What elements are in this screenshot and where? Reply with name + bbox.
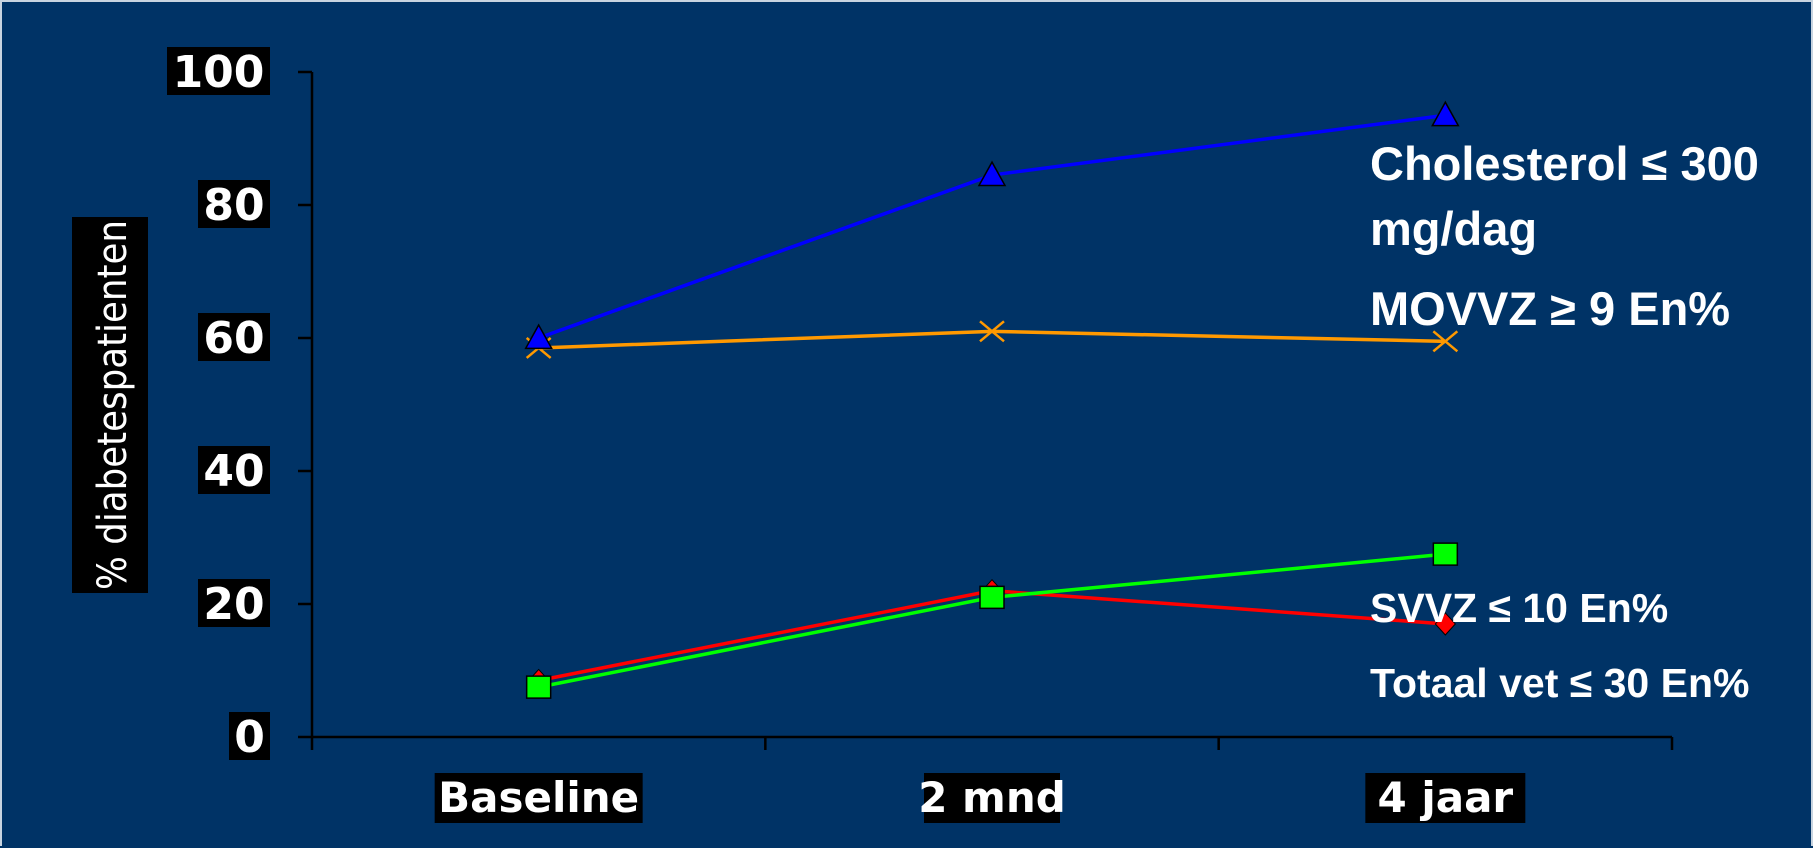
data-point-marker <box>977 160 1007 187</box>
series-line-group <box>524 100 1460 350</box>
x-tick-label-box <box>434 773 643 823</box>
data-point-marker <box>979 585 1005 610</box>
y-tick-labels: 0 20 40 60 80 100 <box>167 47 270 763</box>
series-line <box>538 552 1446 689</box>
series-name-label: mg/dag <box>1370 202 1537 255</box>
y-tick-label: 0 <box>234 712 265 763</box>
y-axis-label: % diabetespatienten <box>90 220 136 590</box>
y-axis-label-group: % diabetespatienten <box>72 217 148 593</box>
y-tick-label-box <box>198 180 270 228</box>
y-axis-label-box <box>72 217 148 593</box>
x-tick-label: Baseline <box>438 773 639 822</box>
series-line-group <box>525 542 1459 699</box>
series-line <box>538 329 1446 350</box>
series-name-label: MOVVZ ≥ 9 En% <box>1370 282 1730 335</box>
data-point-marker <box>1434 612 1457 636</box>
x-tick-label: 2 mnd <box>918 773 1066 822</box>
y-tick-label-box <box>229 712 270 760</box>
y-tick-label: 20 <box>203 579 264 630</box>
y-tick-label-box <box>167 47 270 95</box>
x-tick-label: 4 jaar <box>1378 773 1514 822</box>
y-tick-label: 60 <box>203 313 264 364</box>
series-line <box>538 113 1446 340</box>
series-name-label: SVVZ ≤ 10 En% <box>1370 585 1668 631</box>
x-tick-label-box <box>1365 773 1526 823</box>
y-tick-label-box <box>198 446 270 494</box>
y-tick-label: 80 <box>203 180 264 231</box>
data-point-marker <box>1432 542 1459 566</box>
y-tick-label: 100 <box>173 47 265 98</box>
series-name-label: Totaal vet ≤ 30 En% <box>1370 660 1749 706</box>
data-point-marker <box>525 675 552 699</box>
x-tick-label-box <box>924 773 1060 823</box>
x-tick-labels: Baseline 2 mnd 4 jaar <box>434 773 1526 823</box>
series-labels: Cholesterol ≤ 300 mg/dag MOVVZ ≥ 9 En% SVVZ… <box>1370 137 1759 706</box>
chart-axes <box>298 70 1674 750</box>
data-point-marker <box>979 320 1005 343</box>
series-group <box>524 100 1460 699</box>
y-tick-label-box <box>198 579 270 627</box>
data-point-marker <box>524 323 553 350</box>
data-point-marker <box>1432 330 1459 353</box>
data-point-marker <box>1431 100 1460 127</box>
series-line-group <box>525 320 1459 359</box>
y-tick-label-box <box>198 313 270 361</box>
series-name-label: Cholesterol ≤ 300 <box>1370 137 1759 190</box>
y-tick-label: 40 <box>203 446 264 497</box>
